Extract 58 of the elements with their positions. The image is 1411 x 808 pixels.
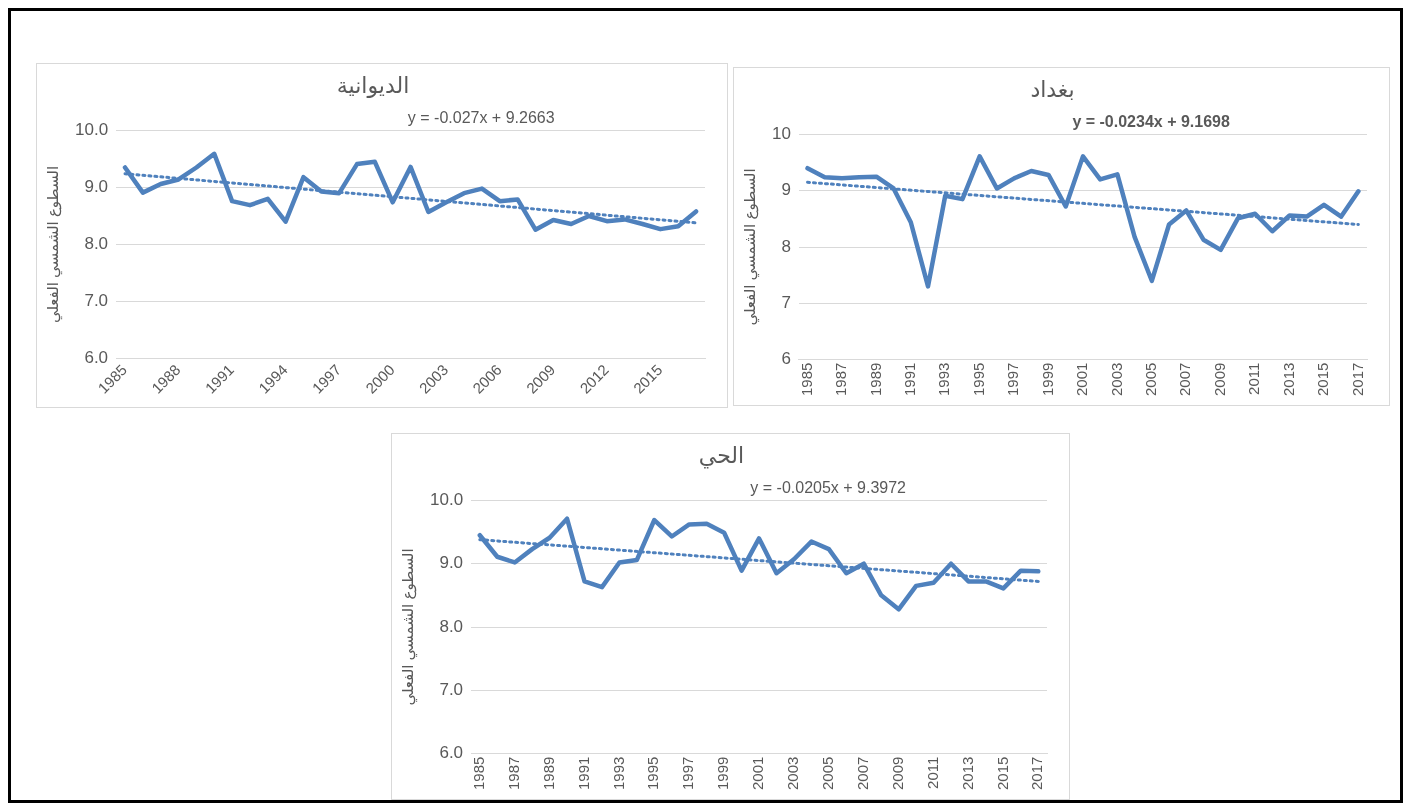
- chart-title: الحي: [698, 443, 745, 470]
- x-tick-label: 1989: [539, 756, 557, 791]
- x-tick-label: 2015: [993, 756, 1011, 791]
- x-tick-label: 2003: [784, 756, 802, 791]
- y-tick-label: 10: [771, 124, 791, 144]
- x-tick-label: 2005: [1141, 362, 1159, 397]
- x-tick-label: 1987: [504, 756, 522, 791]
- x-tick-label: 1985: [469, 756, 487, 791]
- y-tick-label: 7.0: [439, 680, 464, 700]
- x-tick-label: 1987: [832, 362, 850, 397]
- y-tick-label: 9.0: [439, 553, 464, 573]
- x-tick-label: 2013: [958, 756, 976, 791]
- x-tick-label: 1997: [679, 756, 697, 791]
- y-axis-title: السطوع الشمسي الفعلي: [44, 165, 64, 324]
- x-tick-label: 1999: [1038, 362, 1056, 397]
- y-tick-label: 8.0: [439, 616, 464, 636]
- x-tick-label: 2013: [1279, 362, 1297, 397]
- y-tick-label: 7: [781, 293, 791, 313]
- x-tick-label: 1997: [1004, 362, 1022, 397]
- x-tick-label: 2011: [923, 756, 941, 789]
- chart-title: بغداد: [1030, 77, 1075, 103]
- y-tick-label: 8: [781, 236, 791, 256]
- x-tick-label: 1991: [574, 756, 592, 791]
- y-tick-label: 10.0: [429, 490, 464, 510]
- x-tick-label: 2017: [1028, 756, 1046, 791]
- text: y = -0.0234x + 9.1698: [1072, 112, 1230, 130]
- x-tick-label: 2005: [818, 756, 836, 791]
- y-tick-label: 6: [781, 349, 791, 369]
- x-tick-label: 1995: [644, 756, 662, 791]
- y-tick-label: 8.0: [84, 234, 109, 254]
- text: y = -0.0205x + 9.3972: [750, 478, 907, 496]
- text: y = -0.027x + 9.2663: [407, 108, 555, 126]
- y-tick-label: 6.0: [84, 348, 109, 368]
- x-tick-label: 1985: [797, 362, 815, 397]
- y-tick-label: 10.0: [74, 120, 109, 140]
- x-tick-label: 2003: [1107, 362, 1125, 397]
- x-tick-label: 2007: [853, 756, 871, 791]
- x-tick-label: 1989: [866, 362, 884, 397]
- x-tick-label: 1995: [969, 362, 987, 397]
- x-tick-label: 2007: [1176, 362, 1194, 397]
- y-tick-label: 9: [781, 180, 791, 200]
- x-tick-label: 1999: [714, 756, 732, 791]
- x-tick-label: 2015: [1314, 362, 1332, 397]
- chart-title: الديوانية: [336, 73, 410, 99]
- x-tick-label: 1993: [609, 756, 627, 791]
- x-tick-label: 2009: [888, 756, 906, 791]
- x-tick-label: 1993: [935, 362, 953, 397]
- x-tick-label: 1991: [900, 362, 918, 397]
- y-axis-title: السطوع الشمسي الفعلي: [741, 168, 761, 326]
- x-tick-label: 2011: [1245, 362, 1263, 395]
- y-tick-label: 7.0: [84, 291, 109, 311]
- y-tick-label: 9.0: [84, 177, 109, 197]
- y-tick-label: 6.0: [439, 743, 464, 763]
- x-tick-label: 2009: [1210, 362, 1228, 397]
- x-tick-label: 2001: [749, 756, 767, 791]
- x-tick-label: 2001: [1073, 362, 1091, 397]
- x-tick-label: 2017: [1348, 362, 1366, 397]
- y-axis-title: السطوع الشمسي الفعلي: [399, 548, 419, 706]
